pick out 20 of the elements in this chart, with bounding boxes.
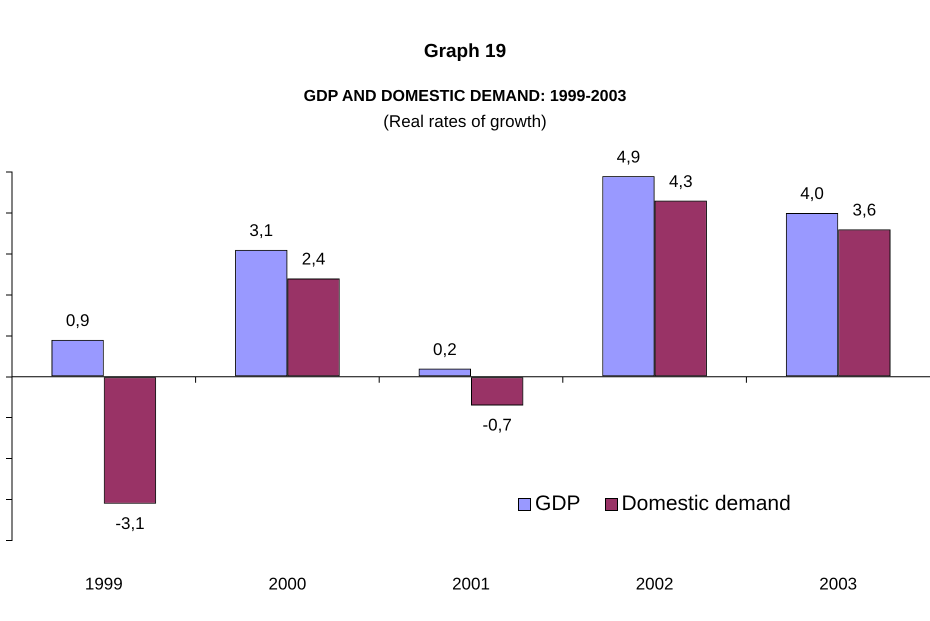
x-tick-label: 2000 bbox=[268, 574, 306, 594]
data-label: 0,9 bbox=[66, 311, 90, 330]
x-tick-label: 1999 bbox=[84, 574, 123, 594]
text: (Real rates of growth) bbox=[382, 112, 548, 132]
data-label: 4,3 bbox=[668, 172, 693, 191]
chart-subtitle: GDP AND DOMESTIC DEMAND: 1999-2003 bbox=[302, 88, 628, 106]
legend-label: Domestic demand bbox=[622, 492, 791, 516]
data-label: 4,9 bbox=[616, 147, 640, 166]
data-label: 3,1 bbox=[249, 221, 274, 240]
data-label: -3,1 bbox=[115, 514, 145, 533]
data-label: -0,7 bbox=[482, 416, 512, 435]
data-label: 2,4 bbox=[302, 250, 326, 269]
x-tick-label: 2003 bbox=[819, 574, 858, 594]
x-tick-label: 2001 bbox=[452, 574, 490, 594]
data-label: 0,2 bbox=[433, 340, 457, 359]
x-tick-label: 2002 bbox=[636, 574, 674, 594]
chart-title: Graph 19 bbox=[422, 41, 508, 63]
legend-label: GDP bbox=[535, 492, 581, 516]
data-label: 4,0 bbox=[800, 184, 824, 204]
data-label: 3,6 bbox=[852, 200, 876, 220]
